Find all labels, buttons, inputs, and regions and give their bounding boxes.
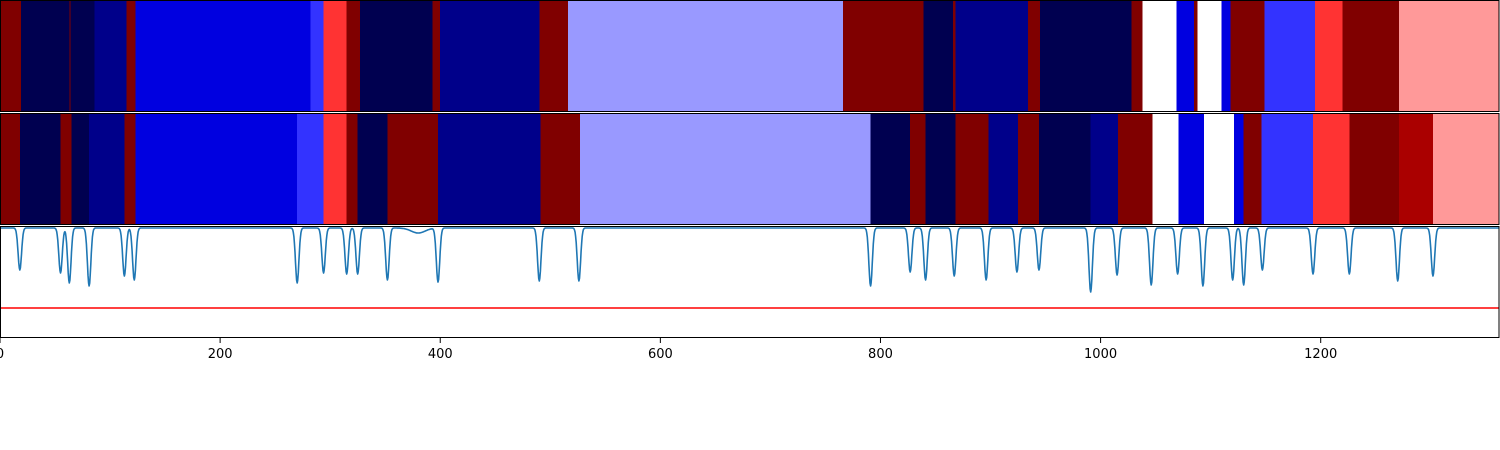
heatmap-segment	[955, 113, 989, 225]
heatmap-segment	[988, 113, 1019, 225]
heatmap-segment	[1018, 113, 1040, 225]
heatmap-segment	[1197, 0, 1223, 112]
heatmap-segment	[843, 0, 924, 112]
heatmap-segment	[1315, 0, 1344, 112]
heatmap-segment	[1398, 113, 1434, 225]
heatmap-segment	[69, 0, 71, 112]
heatmap-segment	[567, 0, 844, 112]
heatmap-segment	[1131, 0, 1143, 112]
heatmap-segment	[124, 113, 136, 225]
heatmap-segment	[1342, 0, 1400, 112]
heatmap-segment	[1264, 0, 1316, 112]
heatmap-segment	[1178, 113, 1205, 225]
x-tick-label: 400	[428, 347, 453, 362]
heatmap-segment	[387, 113, 439, 225]
heatmap-segment	[1040, 0, 1132, 112]
heatmap-segment	[580, 113, 871, 225]
x-tick-label: 800	[868, 347, 893, 362]
heatmap-segment	[71, 113, 90, 225]
signal-series-line	[0, 227, 1500, 293]
heatmap-segment	[310, 0, 324, 112]
x-tick-label: 1200	[1304, 347, 1337, 362]
top-heatmap-panel	[0, 0, 1500, 112]
heatmap-segment	[297, 113, 324, 225]
heatmap-segment	[0, 0, 22, 112]
x-tick-label: 200	[208, 347, 233, 362]
heatmap-segment	[870, 113, 911, 225]
heatmap-segment	[910, 113, 926, 225]
heatmap-segment	[1027, 0, 1041, 112]
heatmap-segment	[955, 0, 1029, 112]
heatmap-segment	[1152, 113, 1180, 225]
heatmap-segment	[1398, 0, 1500, 112]
heatmap-segment	[346, 113, 359, 225]
heatmap-segment	[438, 113, 541, 225]
line-panel-frame	[0, 226, 1500, 338]
heatmap-segment	[923, 0, 954, 112]
heatmap-segment	[60, 113, 72, 225]
signal-line-panel	[0, 226, 1500, 338]
heatmap-segment	[440, 0, 540, 112]
heatmap-segment	[432, 0, 441, 112]
x-axis: 0 200 400 600 800 1000 1200	[0, 338, 1337, 362]
heatmap-segment	[346, 0, 361, 112]
heatmap-segment	[925, 113, 956, 225]
heatmap-segment	[1176, 0, 1195, 112]
heatmap-segment	[1221, 0, 1231, 112]
heatmap-segment	[1142, 0, 1177, 112]
heatmap-segment	[1194, 0, 1198, 112]
heatmap-frame	[0, 113, 1500, 225]
heatmap-segment	[94, 0, 127, 112]
heatmap-segment	[1204, 113, 1235, 225]
heatmap-segment	[357, 113, 388, 225]
heatmap-segment	[1261, 113, 1314, 225]
heatmap-segment	[1230, 0, 1265, 112]
heatmap-segment	[70, 0, 96, 112]
heatmap-segment	[19, 113, 61, 225]
heatmap-segment	[20, 0, 70, 112]
heatmap-segment	[89, 113, 125, 225]
heatmap-segment	[135, 0, 311, 112]
x-tick-label: 600	[648, 347, 673, 362]
heatmap-segment	[1038, 113, 1092, 225]
middle-heatmap-panel	[0, 113, 1500, 225]
heatmap-segment	[1118, 113, 1153, 225]
heatmap-segment	[135, 113, 298, 225]
heatmap-segment	[323, 0, 348, 112]
heatmap-segment	[323, 113, 348, 225]
heatmap-segment	[1349, 113, 1400, 225]
heatmap-segment	[540, 113, 581, 225]
heatmap-segment	[1243, 113, 1262, 225]
heatmap-segment	[539, 0, 569, 112]
heatmap-segment	[0, 113, 21, 225]
heatmap-segment	[1090, 113, 1119, 225]
heatmap-segment	[1432, 113, 1500, 225]
heatmap-frame	[0, 0, 1500, 112]
x-tick-label: 1000	[1084, 347, 1117, 362]
heatmap-segment	[359, 0, 433, 112]
heatmap-segment	[1313, 113, 1350, 225]
x-tick-label: 0	[0, 347, 4, 362]
heatmap-segment	[1233, 113, 1245, 225]
heatmap-segment	[953, 0, 956, 112]
heatmap-segment	[126, 0, 136, 112]
